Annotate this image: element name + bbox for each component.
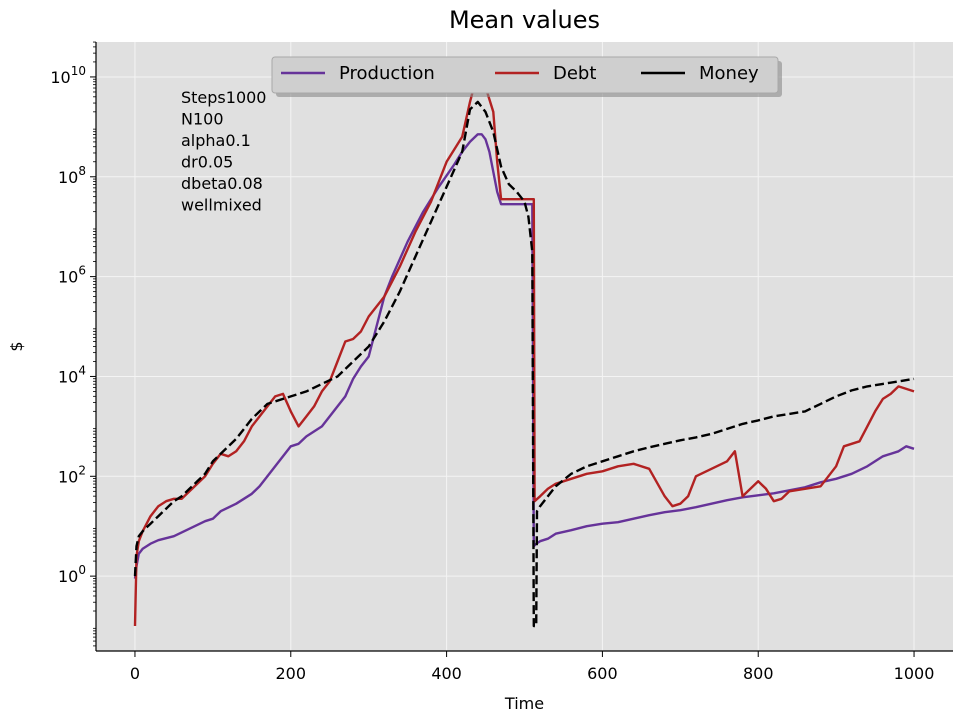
- series-line-money: [133, 100, 915, 628]
- grid: [96, 42, 953, 651]
- plot-area: [96, 42, 953, 651]
- x-axis-label: Time: [504, 694, 544, 713]
- x-tick-label: 800: [743, 664, 774, 683]
- y-tick-label: 1010: [50, 64, 86, 87]
- y-tick-label: 100: [58, 563, 86, 586]
- legend-label-production: Production: [339, 63, 435, 84]
- y-tick-label: 102: [58, 463, 86, 486]
- y-tick-label: 104: [58, 363, 86, 386]
- x-tick-label: 600: [587, 664, 618, 683]
- y-tick-label: 108: [58, 164, 86, 187]
- legend-box: [271, 56, 779, 94]
- annotation-line: wellmixed: [181, 196, 262, 215]
- parameter-annotation: Steps1000 N100 alpha0.1 dr0.05 dbeta0.08 well…: [181, 88, 266, 215]
- annotation-line: dbeta0.08: [181, 174, 263, 193]
- legend: Production Debt Money: [271, 56, 782, 97]
- y-tick-label: 106: [58, 264, 86, 287]
- y-axis-label: $: [7, 341, 26, 351]
- annotation-line: Steps1000: [181, 88, 266, 107]
- x-tick-label: 200: [275, 664, 306, 683]
- ticks: 0 200 400 600 800 1000 100 102 104 106 108 1010: [50, 41, 935, 683]
- x-tick-label: 0: [130, 664, 140, 683]
- annotation-line: alpha0.1: [181, 131, 251, 150]
- series-line-debt: [133, 70, 915, 627]
- legend-label-money: Money: [699, 63, 759, 84]
- chart-title: Mean values: [449, 6, 600, 34]
- series-layer: [133, 70, 915, 628]
- x-tick-label: 1000: [894, 664, 935, 683]
- annotation-line: N100: [181, 110, 224, 129]
- annotation-line: dr0.05: [181, 153, 233, 172]
- legend-label-debt: Debt: [553, 63, 596, 84]
- x-tick-label: 400: [431, 664, 462, 683]
